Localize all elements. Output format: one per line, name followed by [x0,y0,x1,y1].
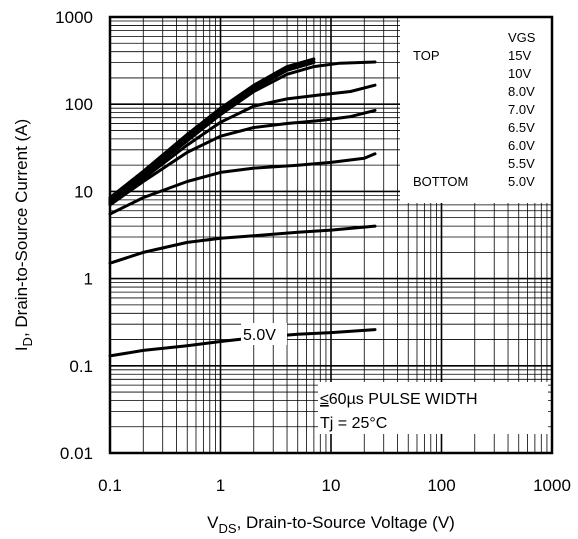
y-axis-label-rest: , Drain-to-Source Current (A) [12,119,31,337]
legend-bottom-label: BOTTOM [413,174,468,189]
y-tick-label: 100 [65,95,93,114]
y-axis-label: ID, Drain-to-Source Current (A) [12,119,35,351]
pulse-box-bg [318,382,548,434]
y-tick-label: 0.1 [69,357,93,376]
legend-entry: 8.0V [508,84,535,99]
x-axis-label-rest: , Drain-to-Source Voltage (V) [237,513,455,532]
x-tick-label: 10 [322,476,341,495]
x-axis-label: VDS, Drain-to-Source Voltage (V) [207,513,455,536]
legend-header: VGS [508,30,536,45]
y-tick-labels: 1000 100 10 1 0.1 0.01 [55,8,93,463]
y-axis-label-sub: D [20,337,35,346]
series-line [108,60,377,204]
y-axis-label-main: I [12,346,31,351]
x-tick-label: 1000 [533,476,571,495]
y-tick-label: 1 [84,270,93,289]
legend-entry: 6.5V [508,120,535,135]
pulse-text: 60µs PULSE WIDTH [329,391,478,408]
temperature-label: Tj = 25°C [320,415,387,432]
series-line [108,61,316,202]
y-tick-label: 1000 [55,8,93,27]
x-tick-labels: 0.1 1 10 100 1000 [98,476,571,495]
series-line [108,152,377,216]
legend-box [400,17,552,203]
legend-entry: 15V [508,48,531,63]
legend-entry: 5.0V [508,174,535,189]
grid-minor [110,17,552,453]
curve-label: 5.0V [243,327,276,344]
x-axis-label-sub: DS [219,521,237,536]
legend-entry: 10V [508,66,531,81]
x-axis-label-main: V [207,513,219,532]
y-tick-label: 10 [74,182,93,201]
series-layer [108,57,377,358]
series-line [108,83,377,205]
legend-entries: 15V 10V 8.0V 7.0V 6.5V 6.0V 5.5V 5.0V [508,48,535,189]
series-line [108,224,377,265]
legend-entry: 6.0V [508,138,535,153]
y-tick-label: 0.01 [60,444,93,463]
pulse-prefix: ≤ [320,391,329,408]
x-tick-label: 1 [216,476,225,495]
series-line [108,328,377,358]
x-tick-label: 100 [427,476,455,495]
pulse-width-label: ≤60µs PULSE WIDTH [320,391,478,408]
legend-entry: 7.0V [508,102,535,117]
legend-entry: 5.5V [508,156,535,171]
plot-frame [108,15,554,455]
curve-label-bg [241,323,287,345]
x-tick-label: 0.1 [98,476,122,495]
legend-top-label: TOP [413,48,440,63]
series-line [108,108,377,207]
